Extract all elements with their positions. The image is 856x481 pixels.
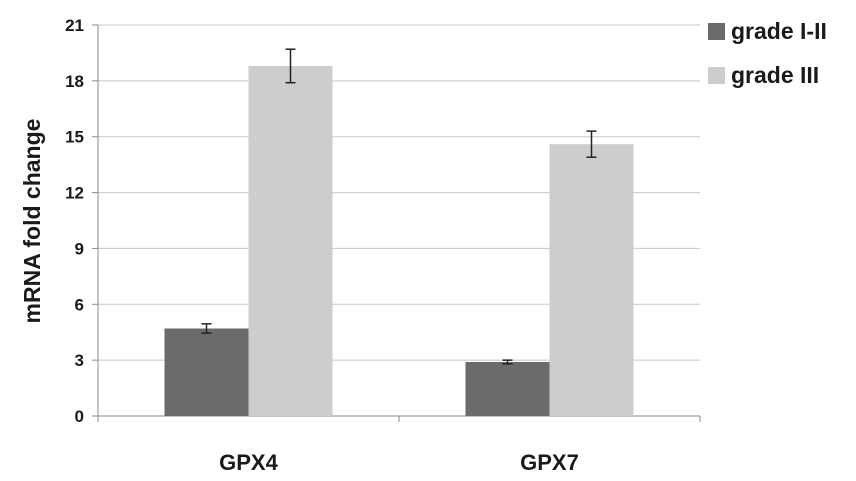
y-axis-title: mRNA fold change: [19, 119, 45, 324]
y-tick-label: 6: [75, 295, 84, 314]
bar-gpx4-series-2: [248, 65, 333, 416]
gridlines: [98, 24, 700, 361]
legend: grade I-II grade III: [708, 18, 827, 88]
y-tick-label: 3: [75, 351, 84, 370]
y-tick-label: 21: [65, 16, 84, 35]
error-bars: [201, 48, 597, 365]
bar-gpx7-series-1: [465, 362, 550, 416]
bar-gpx4-series-1: [164, 328, 249, 416]
legend-label: grade I-II: [731, 18, 827, 44]
legend-swatch: [708, 67, 725, 84]
y-tick-label: 15: [65, 128, 84, 147]
axis-labels: 0 3 6 9 12 15 18 21 GPX4 GPX7: [65, 16, 579, 475]
bar-gpx7-series-2: [549, 144, 634, 416]
x-category-label: GPX7: [520, 450, 579, 475]
y-tick-label: 12: [65, 184, 84, 203]
y-tick-label: 0: [75, 407, 84, 426]
y-tick-label: 9: [75, 239, 84, 258]
x-category-label: GPX4: [219, 450, 278, 475]
y-tick-label: 18: [65, 72, 84, 91]
bars: [164, 65, 634, 416]
legend-swatch: [708, 23, 725, 40]
legend-label: grade III: [731, 62, 819, 88]
